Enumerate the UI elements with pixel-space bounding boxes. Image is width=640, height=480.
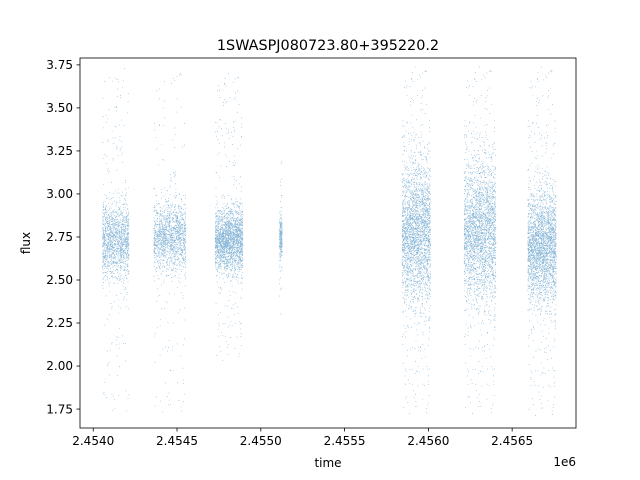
x-tick-label: 2.4555 [324, 434, 366, 448]
x-tick-label: 2.4550 [240, 434, 282, 448]
x-tick-label: 2.4560 [407, 434, 449, 448]
point-cloud [102, 68, 130, 412]
point-cloud [214, 73, 244, 361]
y-tick-label: 3.00 [46, 187, 73, 201]
x-tick-label: 2.4565 [491, 434, 533, 448]
y-tick-label: 3.25 [46, 144, 73, 158]
data-season-3 [214, 73, 244, 361]
point-cloud [153, 73, 187, 413]
x-tick-label: 2.4545 [156, 434, 198, 448]
data-season-1 [102, 68, 130, 412]
y-tick-label: 2.50 [46, 273, 73, 287]
x-axis-ticks: 2.4540 2.4545 2.4550 2.4555 2.4560 2.4565 [72, 428, 533, 448]
data-season-4 [279, 160, 283, 315]
data-season-7 [527, 66, 557, 416]
data-season-6 [463, 66, 497, 414]
data-season-2 [153, 73, 187, 413]
x-tick-label: 2.4540 [72, 434, 114, 448]
y-axis-label: flux [19, 232, 33, 254]
y-tick-label: 2.00 [46, 359, 73, 373]
chart-title: 1SWASPJ080723.80+395220.2 [217, 38, 439, 54]
y-tick-label: 2.25 [46, 316, 73, 330]
point-cloud [279, 160, 283, 315]
y-axis-ticks: 1.75 2.00 2.25 2.50 2.75 3.00 3.25 3.50 3.75 [46, 58, 80, 416]
data-season-5 [401, 66, 431, 414]
y-tick-label: 3.50 [46, 101, 73, 115]
y-tick-label: 3.75 [46, 58, 73, 72]
plot-frame [79, 57, 577, 429]
x-axis-offset-label: 1e6 [553, 455, 576, 469]
y-tick-label: 2.75 [46, 230, 73, 244]
x-axis-label: time [314, 456, 341, 470]
y-tick-label: 1.75 [46, 402, 73, 416]
point-cloud [463, 66, 497, 414]
point-cloud [401, 66, 431, 414]
scatter-points [102, 66, 557, 416]
point-cloud [527, 66, 557, 416]
